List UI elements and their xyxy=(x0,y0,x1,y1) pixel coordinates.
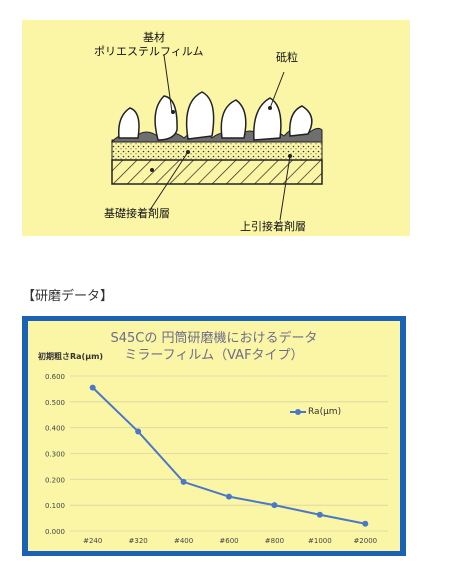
x-tick-label: #400 xyxy=(174,537,193,545)
x-tick-label: #600 xyxy=(219,537,238,545)
base-film-layer xyxy=(111,159,323,185)
film-cross-section xyxy=(110,54,323,221)
label-abrasive-grain: 砥粒 xyxy=(276,51,298,64)
abrasive-film-diagram: 基材 ポリエステルフィルム 砥粒 基礎接着剤層 上引接着剤層 xyxy=(22,20,410,236)
chart-panel: S45Cの 円筒研磨機におけるデータ ミラーフィルム（VAFタイプ） 初期粗さR… xyxy=(22,316,406,556)
legend-line-marker xyxy=(290,408,306,415)
label-base: 基材 xyxy=(143,31,165,44)
data-point xyxy=(89,384,96,391)
y-tick-label: 0.500 xyxy=(45,399,65,407)
data-point xyxy=(316,511,323,518)
chart-subtitle: ミラーフィルム（VAFタイプ） xyxy=(124,348,304,363)
x-tick-label: #320 xyxy=(129,537,148,545)
y-tick-label: 0.400 xyxy=(45,425,65,433)
y-axis-label: 初期粗さRa(μm) xyxy=(38,352,104,361)
line-chart: 0.000 0.100 0.200 0.300 0.400 0.500 0.600 #240 #… xyxy=(45,373,388,545)
data-point xyxy=(180,478,187,485)
label-polyester-film: ポリエステルフィルム xyxy=(94,45,204,58)
x-tick-label: #2000 xyxy=(353,537,377,545)
x-tick-label: #240 xyxy=(83,537,102,545)
chart-title: S45Cの 円筒研磨機におけるデータ xyxy=(110,331,318,346)
abrasive-grains xyxy=(117,91,313,141)
label-base-adhesive: 基礎接着剤層 xyxy=(104,207,170,220)
y-tick-label: 0.300 xyxy=(45,451,65,459)
legend-label: Ra(μm) xyxy=(308,407,342,417)
y-tick-label: 0.200 xyxy=(45,476,65,484)
chart-legend: Ra(μm) xyxy=(290,407,341,417)
data-point xyxy=(271,502,278,509)
y-tick-label: 0.600 xyxy=(45,373,65,381)
y-tick-label: 0.100 xyxy=(45,502,65,510)
x-tick-label: #800 xyxy=(265,537,284,545)
data-point xyxy=(226,493,232,500)
label-top-adhesive: 上引接着剤層 xyxy=(240,220,306,233)
data-point xyxy=(362,520,369,527)
y-tick-label: 0.000 xyxy=(45,528,65,536)
section-title: 【研磨データ】 xyxy=(22,289,114,304)
chart-area: S45Cの 円筒研磨機におけるデータ ミラーフィルム（VAFタイプ） 初期粗さR… xyxy=(28,321,400,551)
leader-lines xyxy=(149,54,291,221)
x-tick-label: #1000 xyxy=(308,537,332,545)
data-point xyxy=(135,428,142,435)
